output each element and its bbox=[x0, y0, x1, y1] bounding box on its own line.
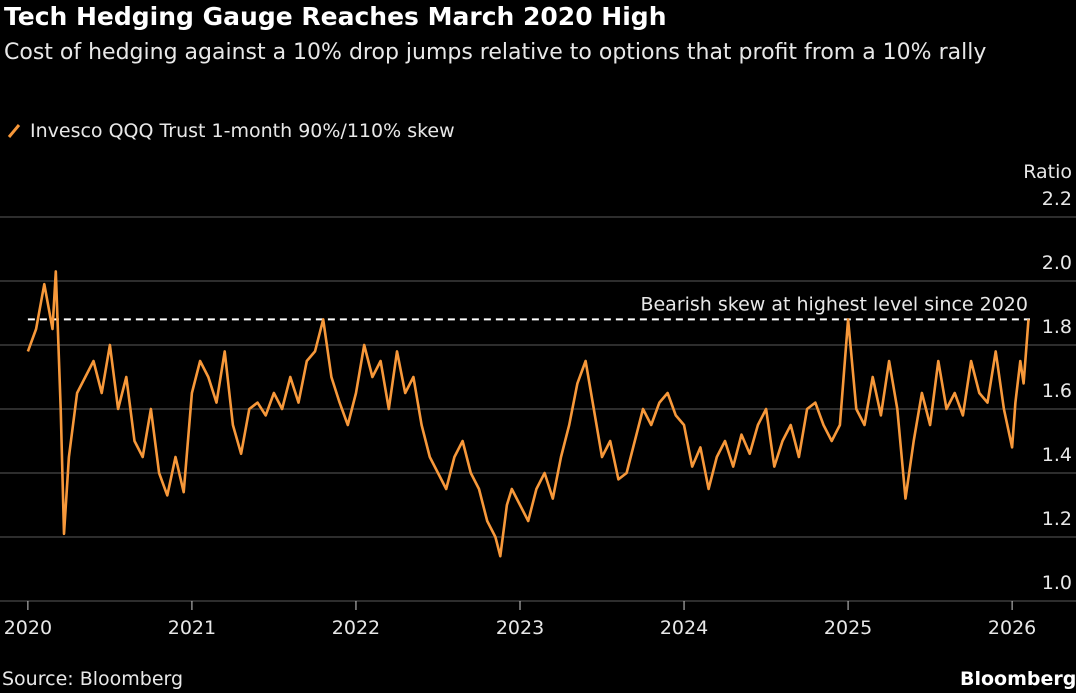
x-tick-label: 2025 bbox=[824, 617, 872, 639]
data-line bbox=[26, 270, 1030, 558]
legend-label: Invesco QQQ Trust 1-month 90%/110% skew bbox=[30, 120, 455, 142]
source: Source: Bloomberg bbox=[2, 668, 184, 690]
x-tick-label: 2024 bbox=[660, 617, 708, 639]
y-tick-label: 2.0 bbox=[1042, 252, 1072, 274]
y-tick-label: 2.2 bbox=[1042, 188, 1072, 210]
x-tick-label: 2020 bbox=[4, 617, 52, 639]
annotation: Bearish skew at highest level since 2020 bbox=[640, 293, 1028, 315]
x-tick-label: 2023 bbox=[496, 617, 544, 639]
y-tick-label: 1.4 bbox=[1042, 444, 1072, 466]
y-axis-label: Ratio bbox=[1023, 161, 1072, 183]
legend: Invesco QQQ Trust 1-month 90%/110% skew bbox=[6, 120, 455, 142]
x-tick-label: 2026 bbox=[988, 617, 1036, 639]
x-tick-label: 2022 bbox=[332, 617, 380, 639]
y-tick-label: 1.6 bbox=[1042, 380, 1072, 402]
brand-logo: Bloomberg bbox=[960, 668, 1076, 690]
x-tick-label: 2021 bbox=[168, 617, 216, 639]
legend-swatch bbox=[7, 124, 21, 138]
chart-title: Tech Hedging Gauge Reaches March 2020 Hi… bbox=[4, 2, 667, 31]
chart-subtitle: Cost of hedging against a 10% drop jumps… bbox=[4, 40, 987, 65]
chart: 1.0 1.2 1.4 1.6 1.8 2.0 2.2 Ratio 2020 2021 2022 20… bbox=[0, 161, 1076, 639]
y-tick-label: 1.0 bbox=[1042, 572, 1072, 594]
y-tick-label: 1.2 bbox=[1042, 508, 1072, 530]
y-tick-label: 1.8 bbox=[1042, 316, 1072, 338]
